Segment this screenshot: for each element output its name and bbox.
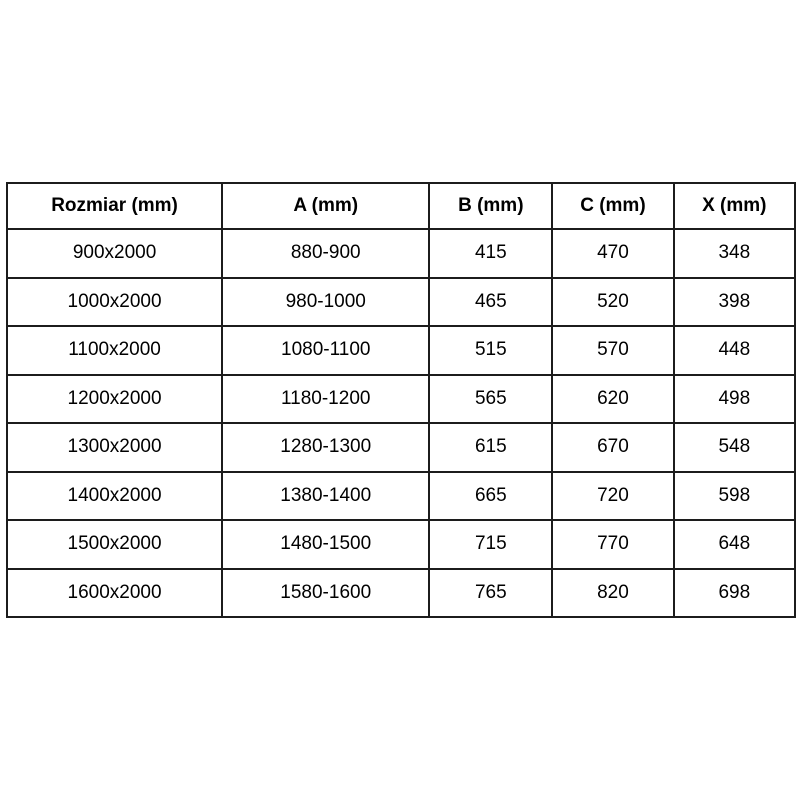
column-header-c: C (mm) xyxy=(551,182,675,230)
table-row: 1400x2000 1380-1400 665 720 598 xyxy=(5,470,797,521)
cell-rozmiar: 900x2000 xyxy=(5,228,224,279)
cell-c: 520 xyxy=(551,276,675,327)
cell-rozmiar: 1100x2000 xyxy=(5,325,224,376)
cell-x: 398 xyxy=(672,276,797,327)
cell-x: 498 xyxy=(672,373,797,424)
cell-c: 720 xyxy=(551,470,675,521)
table-row: 1000x2000 980-1000 465 520 398 xyxy=(5,276,797,327)
cell-x: 648 xyxy=(672,519,797,570)
cell-c: 470 xyxy=(551,228,675,279)
cell-a: 1380-1400 xyxy=(221,470,431,521)
cell-c: 770 xyxy=(551,519,675,570)
cell-a: 1080-1100 xyxy=(221,325,431,376)
column-header-a: A (mm) xyxy=(221,182,431,230)
cell-a: 1280-1300 xyxy=(221,422,431,473)
cell-b: 765 xyxy=(428,567,554,618)
cell-a: 1480-1500 xyxy=(221,519,431,570)
cell-b: 415 xyxy=(428,228,554,279)
size-dimensions-table: Rozmiar (mm) A (mm) B (mm) C (mm) X (mm)… xyxy=(5,182,797,618)
cell-x: 348 xyxy=(672,228,797,279)
cell-b: 715 xyxy=(428,519,554,570)
cell-b: 665 xyxy=(428,470,554,521)
cell-x: 448 xyxy=(672,325,797,376)
cell-a: 1580-1600 xyxy=(221,567,431,618)
cell-b: 615 xyxy=(428,422,554,473)
table-row: 1100x2000 1080-1100 515 570 448 xyxy=(5,325,797,376)
cell-rozmiar: 1000x2000 xyxy=(5,276,224,327)
cell-b: 465 xyxy=(428,276,554,327)
table-row: 1600x2000 1580-1600 765 820 698 xyxy=(5,567,797,618)
cell-c: 670 xyxy=(551,422,675,473)
cell-b: 515 xyxy=(428,325,554,376)
cell-c: 620 xyxy=(551,373,675,424)
column-header-x: X (mm) xyxy=(672,182,797,230)
cell-rozmiar: 1400x2000 xyxy=(5,470,224,521)
cell-c: 820 xyxy=(551,567,675,618)
table-row: 1300x2000 1280-1300 615 670 548 xyxy=(5,422,797,473)
cell-a: 880-900 xyxy=(221,228,431,279)
table-row: 900x2000 880-900 415 470 348 xyxy=(5,228,797,279)
cell-b: 565 xyxy=(428,373,554,424)
cell-a: 1180-1200 xyxy=(221,373,431,424)
table-row: 1200x2000 1180-1200 565 620 498 xyxy=(5,373,797,424)
cell-rozmiar: 1200x2000 xyxy=(5,373,224,424)
cell-rozmiar: 1600x2000 xyxy=(5,567,224,618)
cell-rozmiar: 1500x2000 xyxy=(5,519,224,570)
cell-rozmiar: 1300x2000 xyxy=(5,422,224,473)
cell-x: 548 xyxy=(672,422,797,473)
cell-c: 570 xyxy=(551,325,675,376)
column-header-b: B (mm) xyxy=(428,182,554,230)
table-row: 1500x2000 1480-1500 715 770 648 xyxy=(5,519,797,570)
cell-a: 980-1000 xyxy=(221,276,431,327)
cell-x: 698 xyxy=(672,567,797,618)
header-row: Rozmiar (mm) A (mm) B (mm) C (mm) X (mm) xyxy=(5,182,797,230)
cell-x: 598 xyxy=(672,470,797,521)
column-header-rozmiar: Rozmiar (mm) xyxy=(5,182,224,230)
